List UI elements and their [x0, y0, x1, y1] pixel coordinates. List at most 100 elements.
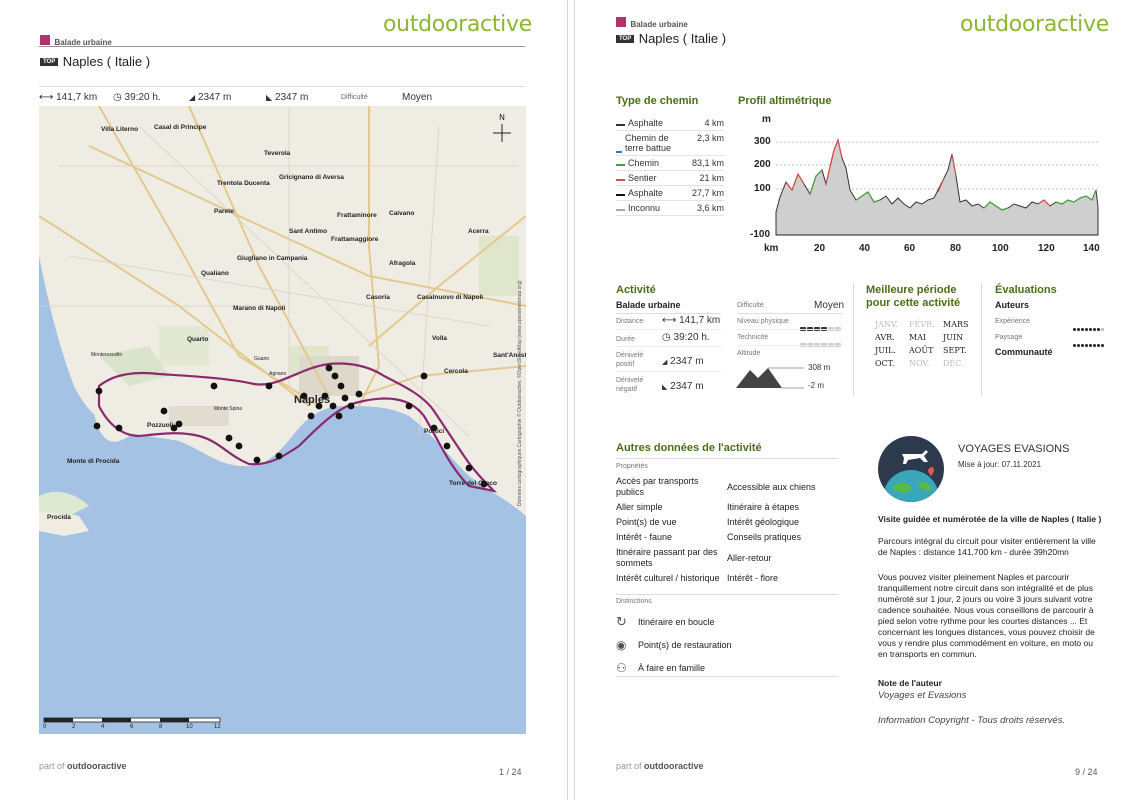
title-line: TOP Naples ( Italie ) — [616, 30, 726, 48]
header-divider — [39, 46, 525, 47]
distance-icon: ⟷ — [39, 92, 54, 103]
activity-type: Balade urbaine — [616, 300, 681, 310]
category-line: Balade urbaine — [40, 32, 112, 50]
path-type-value: 83,1 km — [691, 158, 724, 168]
descent-text: 2347 m — [670, 381, 704, 392]
properties-left: Accès par transports publics Aller simple… — [616, 474, 724, 586]
ascent-text: 2347 m — [670, 356, 704, 367]
profile-x-tick: 60 — [904, 243, 916, 254]
scale-label: 8 — [159, 724, 163, 730]
scale-label: 12 — [214, 724, 221, 730]
stat-descent: ◣ 2347 m — [266, 92, 308, 103]
profile-x-tick: 20 — [814, 243, 826, 254]
stats-divider — [39, 86, 525, 87]
brand-logo: outdooractive — [383, 12, 532, 37]
rating-dot — [1085, 328, 1088, 331]
path-type-row: Asphalte 27,7 km — [616, 186, 724, 201]
map-copyright: Données cartographiques Cartographie © O… — [517, 280, 523, 506]
map-town-label: Monte Spina — [214, 406, 243, 412]
stat-distance: ⟷ 141,7 km — [39, 92, 97, 103]
distinction-item: ↻ Itinéraire en boucle — [616, 610, 838, 633]
altitude-max: 308 m — [808, 363, 831, 372]
path-type-row: Chemin 83,1 km — [616, 156, 724, 171]
profile-x-tick: 140 — [1083, 243, 1100, 254]
property-item: Intérêt géologique — [727, 517, 800, 527]
other-divider — [616, 458, 838, 459]
row-divider — [616, 346, 721, 347]
rating-dot — [1089, 328, 1092, 331]
clock-icon: ◷ — [113, 92, 122, 103]
profile-y-unit: m — [762, 114, 771, 125]
properties-right: Accessible aux chiens Itinéraire à étapes… — [727, 474, 838, 586]
page-divider — [567, 0, 575, 800]
profile-x-unit: km — [764, 243, 779, 254]
author-name[interactable]: VOYAGES EVASIONS — [958, 443, 1070, 455]
map-town-label: Qualiano — [201, 270, 229, 277]
best-period-heading: Meilleure période pour cette activité — [866, 284, 961, 309]
scale-label: 0 — [43, 724, 47, 730]
desc-paragraph-1: Parcours intégral du circuit pour visite… — [878, 536, 1096, 557]
month-cell: SEPT. — [943, 346, 967, 355]
path-type-row: Asphalte 4 km — [616, 116, 724, 131]
ascent-value: ◢ 2347 m — [662, 356, 704, 367]
rating-dot — [1089, 344, 1092, 347]
map-town-label: Acerra — [468, 228, 489, 235]
rating-dot — [1081, 344, 1084, 347]
property-item: Intérêt - faune — [616, 532, 673, 542]
row-divider — [737, 313, 842, 314]
map-town-label: Frattamaggiore — [331, 236, 379, 243]
page-1: Balade urbaine outdooractive TOP Naples … — [0, 0, 566, 800]
month-cell: AOÛT — [909, 346, 934, 355]
distinction-item: ⚇ À faire en famille — [616, 656, 838, 679]
month-cell: NOV. — [909, 359, 930, 368]
path-type-swatch — [616, 164, 625, 166]
rating-dot — [1101, 344, 1104, 347]
map-town-label: Pozzuoli — [147, 422, 174, 429]
experience-rating — [1073, 318, 1105, 336]
rating-dot — [1077, 328, 1080, 331]
map-town-label: Teverola — [264, 150, 291, 157]
stat-ascent-value: 2347 m — [197, 92, 232, 103]
map-town-label: Sant Antimo — [289, 228, 328, 235]
map-town-label: Agnano — [269, 371, 287, 377]
month-cell: OCT. — [875, 359, 895, 368]
footer-brand-name: outdooractive — [644, 761, 704, 771]
map-town-label: Quarto — [187, 336, 209, 343]
map-town-label: Gricignano di Aversa — [279, 174, 344, 181]
property-item: Itinéraire passant par des sommets — [616, 547, 718, 568]
profile-y-tick: 300 — [754, 136, 771, 147]
path-type-label: Sentier — [628, 173, 657, 183]
category-label: Balade urbaine — [54, 38, 112, 47]
family-icon: ⚇ — [616, 660, 627, 675]
map-town-label: Torre del Greco — [449, 480, 497, 487]
footer-prefix: part of — [39, 761, 65, 771]
walking-icon — [616, 17, 626, 27]
month-cell: DÉC. — [943, 359, 964, 368]
physical-label: Niveau physique — [737, 318, 789, 325]
community-label: Communauté — [995, 347, 1053, 357]
difficulty-label: Difficulté — [737, 302, 764, 309]
distance-value: ⟷ 141,7 km — [662, 315, 720, 326]
page-title: Naples ( Italie ) — [62, 54, 151, 69]
rating-dot — [1093, 344, 1096, 347]
walking-icon — [40, 35, 50, 45]
month-cell: FÉVR. — [909, 320, 935, 329]
path-type-value: 4 km — [704, 118, 724, 128]
airplane-globe-icon — [883, 450, 939, 502]
map-town-label: Giugliano in Campania — [237, 255, 308, 262]
row-divider — [616, 371, 721, 372]
map-svg: N — [39, 106, 526, 734]
distinctions-list: ↻ Itinéraire en boucle ◉ Point(s) de res… — [616, 610, 838, 679]
info-copyright: Information Copyright - Tous droits rése… — [878, 715, 1066, 726]
rating-dot — [1085, 344, 1088, 347]
path-type-swatch — [616, 209, 625, 211]
page-number: 1 / 24 — [499, 767, 522, 777]
property-item: Aller-retour — [727, 552, 772, 563]
path-type-row: Chemin de terre battue 2,3 km — [616, 131, 724, 156]
route-map[interactable]: N Villa Literno Casal di Principe Teverola… — [39, 106, 526, 734]
row-divider — [737, 329, 842, 330]
profile-x-tick: 80 — [950, 243, 962, 254]
page-title: Naples ( Italie ) — [638, 31, 727, 46]
map-town-label: Casoria — [366, 294, 390, 301]
map-town-label: Trentola Ducenta — [217, 180, 270, 187]
